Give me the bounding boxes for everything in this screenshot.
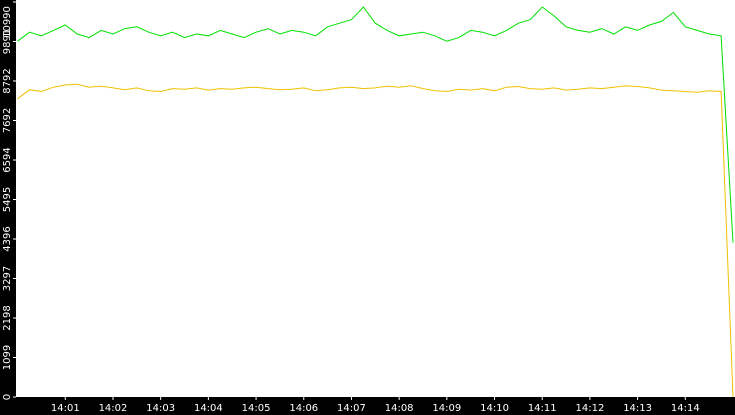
x-tick-label: 14:04	[194, 403, 223, 414]
y-tick-label: 7692	[2, 108, 13, 133]
y-axis-strip	[0, 0, 16, 415]
series-line	[17, 6, 734, 243]
y-tick-label: 1099	[2, 345, 13, 370]
x-tick-label: 14:14	[671, 403, 700, 414]
y-tick-label: 8792	[2, 68, 13, 93]
y-tick-label: 5495	[2, 187, 13, 212]
y-tick-label: 3297	[2, 266, 13, 291]
x-tick-label: 14:03	[146, 403, 175, 414]
x-tick-label: 14:02	[99, 403, 128, 414]
x-tick-label: 14:08	[385, 403, 414, 414]
x-tick-label: 14:09	[432, 403, 461, 414]
y-tick-label: 2198	[2, 305, 13, 330]
x-tick-label: 14:06	[289, 403, 318, 414]
series-line	[17, 83, 734, 398]
y-tick-label: 10990	[2, 6, 13, 38]
x-tick-label: 14:07	[337, 403, 366, 414]
x-axis-strip	[0, 397, 735, 415]
y-tick-label: 4396	[2, 226, 13, 251]
y-tick-label: 0	[2, 394, 13, 400]
x-tick-label: 14:13	[623, 403, 652, 414]
x-tick-label: 14:12	[576, 403, 605, 414]
x-tick-label: 14:05	[242, 403, 271, 414]
x-tick-label: 14:11	[528, 403, 557, 414]
x-tick-label: 14:10	[480, 403, 509, 414]
y-tick-label: 6594	[2, 147, 13, 172]
y-tick-label: 9891	[2, 29, 13, 54]
x-tick-label: 14:01	[51, 403, 80, 414]
